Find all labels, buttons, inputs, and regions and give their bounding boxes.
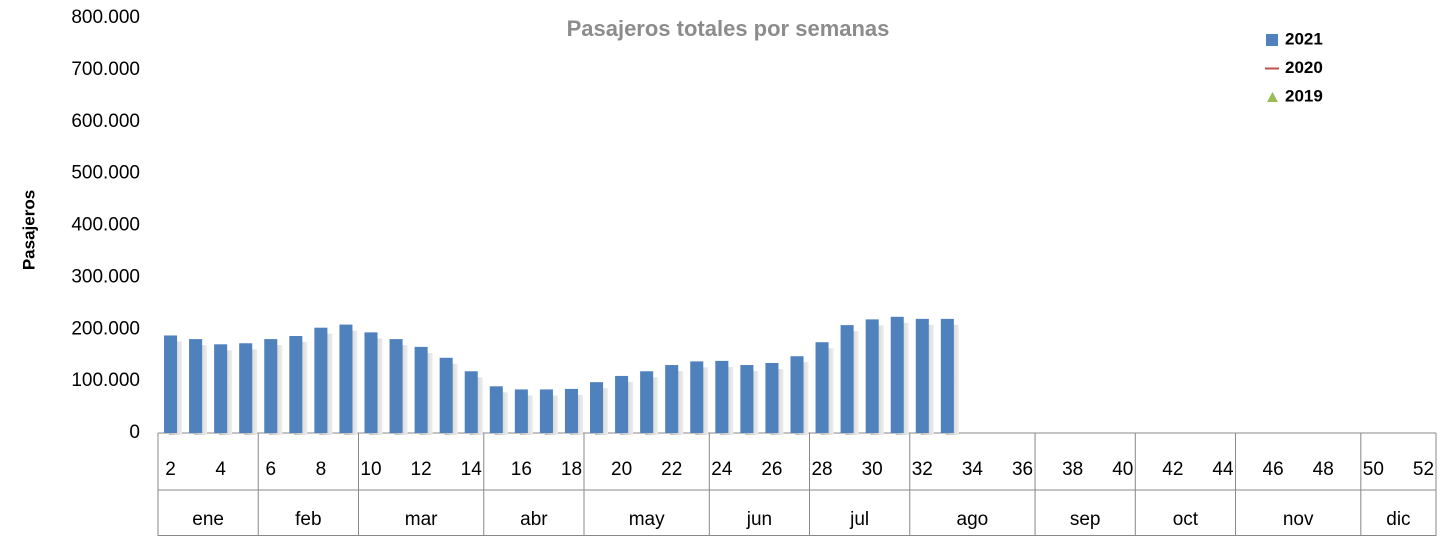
- group-label: dic: [1386, 509, 1410, 530]
- x-tick-label: 6: [265, 459, 276, 480]
- group-label: mar: [405, 509, 438, 530]
- y-tick-label: 0: [129, 422, 140, 443]
- group-label: ene: [192, 509, 224, 530]
- x-tick-label: 36: [1012, 459, 1033, 480]
- x-tick-label: 8: [316, 459, 327, 480]
- bar: [364, 332, 378, 433]
- group-label: nov: [1283, 509, 1314, 530]
- bar: [715, 360, 729, 433]
- x-tick-label: 52: [1413, 459, 1434, 480]
- x-tick-label: 24: [711, 459, 733, 480]
- bar: [940, 318, 954, 433]
- x-tick-label: 18: [561, 459, 582, 480]
- bar: [564, 388, 578, 433]
- bar: [439, 357, 453, 433]
- chart-title: Pasajeros totales por semanas: [567, 16, 890, 41]
- group-label: feb: [295, 509, 321, 530]
- bar: [289, 335, 303, 433]
- x-tick-label: 46: [1263, 459, 1284, 480]
- group-label: may: [629, 509, 665, 530]
- group-label: ago: [957, 509, 989, 530]
- y-tick-label: 700.000: [71, 59, 140, 80]
- bar: [915, 318, 929, 433]
- x-tick-label: 14: [461, 459, 483, 480]
- bar: [740, 365, 754, 433]
- bar: [765, 362, 779, 433]
- bar: [890, 316, 904, 433]
- bar: [615, 375, 629, 433]
- bar: [690, 361, 704, 433]
- x-tick-label: 50: [1363, 459, 1384, 480]
- y-tick-label: 300.000: [71, 266, 140, 287]
- bar: [339, 324, 353, 433]
- y-tick-label: 200.000: [71, 318, 140, 339]
- y-tick-label: 800.000: [71, 7, 140, 28]
- bar: [489, 386, 503, 433]
- group-label: oct: [1173, 509, 1199, 530]
- bar: [239, 343, 253, 433]
- legend-swatch: [1267, 92, 1278, 102]
- bar: [640, 371, 654, 433]
- y-tick-label: 500.000: [71, 163, 140, 184]
- x-tick-label: 20: [611, 459, 632, 480]
- x-tick-label: 34: [962, 459, 984, 480]
- bar: [514, 389, 528, 433]
- x-tick-label: 30: [862, 459, 883, 480]
- x-tick-label: 32: [912, 459, 933, 480]
- bar: [414, 346, 428, 433]
- bar: [189, 339, 203, 433]
- y-tick-label: 400.000: [71, 215, 140, 236]
- y-tick-label: 600.000: [71, 111, 140, 132]
- x-tick-label: 40: [1112, 459, 1133, 480]
- legend-swatch: [1266, 34, 1278, 46]
- bar: [815, 342, 829, 433]
- x-tick-label: 22: [661, 459, 682, 480]
- bar: [865, 319, 879, 433]
- legend-label: 2019: [1285, 86, 1323, 105]
- x-tick-label: 44: [1212, 459, 1234, 480]
- group-label: sep: [1070, 509, 1101, 530]
- bar: [264, 339, 278, 433]
- legend-label: 2021: [1285, 29, 1323, 48]
- x-tick-label: 48: [1313, 459, 1334, 480]
- bar: [464, 371, 478, 433]
- x-tick-label: 26: [761, 459, 782, 480]
- legend-label: 2020: [1285, 58, 1323, 77]
- x-tick-label: 16: [511, 459, 532, 480]
- x-tick-label: 42: [1162, 459, 1183, 480]
- group-label: jun: [746, 509, 772, 530]
- y-axis-label: Pasajeros: [19, 190, 38, 270]
- bar: [314, 327, 328, 433]
- x-tick-label: 4: [215, 459, 226, 480]
- x-tick-label: 38: [1062, 459, 1083, 480]
- bar: [389, 339, 403, 433]
- x-tick-label: 28: [811, 459, 832, 480]
- bar: [590, 382, 604, 433]
- y-tick-label: 100.000: [71, 370, 140, 391]
- bar: [214, 344, 228, 433]
- group-label: jul: [849, 509, 869, 530]
- x-tick-label: 2: [165, 459, 176, 480]
- bar: [665, 365, 679, 433]
- bar: [164, 335, 178, 433]
- x-tick-label: 10: [360, 459, 381, 480]
- x-tick-label: 12: [411, 459, 432, 480]
- bar: [840, 325, 854, 433]
- group-label: abr: [520, 509, 548, 530]
- bar: [539, 389, 553, 433]
- bar: [790, 356, 804, 433]
